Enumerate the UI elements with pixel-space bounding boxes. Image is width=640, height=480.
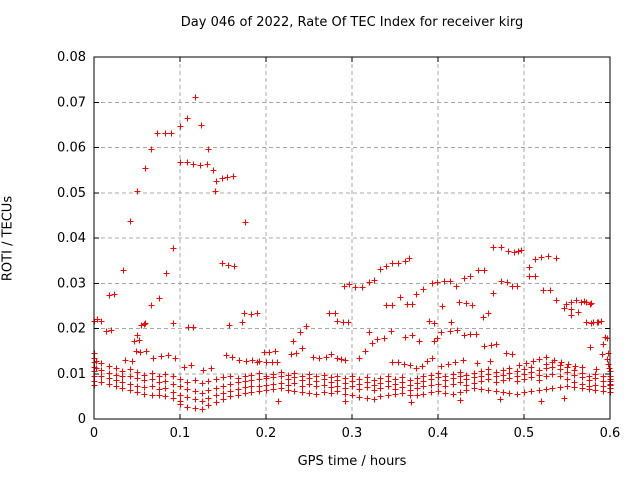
y-tick-label: 0.06	[57, 141, 86, 156]
x-tick-label: 0.6	[600, 426, 621, 441]
x-tick-labels: 0 0.1 0.2 0.3 0.4 0.5 0.6	[90, 426, 620, 441]
y-tick-label: 0.02	[57, 322, 86, 337]
y-tick-label: 0.01	[57, 367, 86, 382]
y-tick-label: 0.07	[57, 95, 86, 110]
plot-border	[93, 56, 611, 420]
x-tick-label: 0.2	[256, 426, 277, 441]
x-tick-label: 0.3	[342, 426, 363, 441]
plot-border-rect	[93, 56, 611, 420]
x-tick-label: 0.1	[170, 426, 191, 441]
x-tick-label: 0.5	[514, 426, 535, 441]
y-tick-labels: 0 0.01 0.02 0.03 0.04 0.05 0.06 0.07 0.08	[57, 50, 86, 427]
data-point-series	[91, 94, 614, 413]
y-tick-label: 0.04	[57, 231, 86, 246]
y-tick-label: 0	[78, 412, 86, 427]
x-tick-label: 0	[90, 426, 98, 441]
y-tick-label: 0.08	[57, 50, 86, 65]
grid-lines	[94, 57, 610, 419]
y-tick-label: 0.03	[57, 276, 86, 291]
y-tick-label: 0.05	[57, 186, 86, 201]
x-axis-label: GPS time / hours	[297, 454, 407, 469]
chart-title: Day 046 of 2022, Rate Of TEC Index for r…	[180, 15, 524, 30]
x-tick-label: 0.4	[428, 426, 449, 441]
scatter-points	[91, 94, 614, 413]
